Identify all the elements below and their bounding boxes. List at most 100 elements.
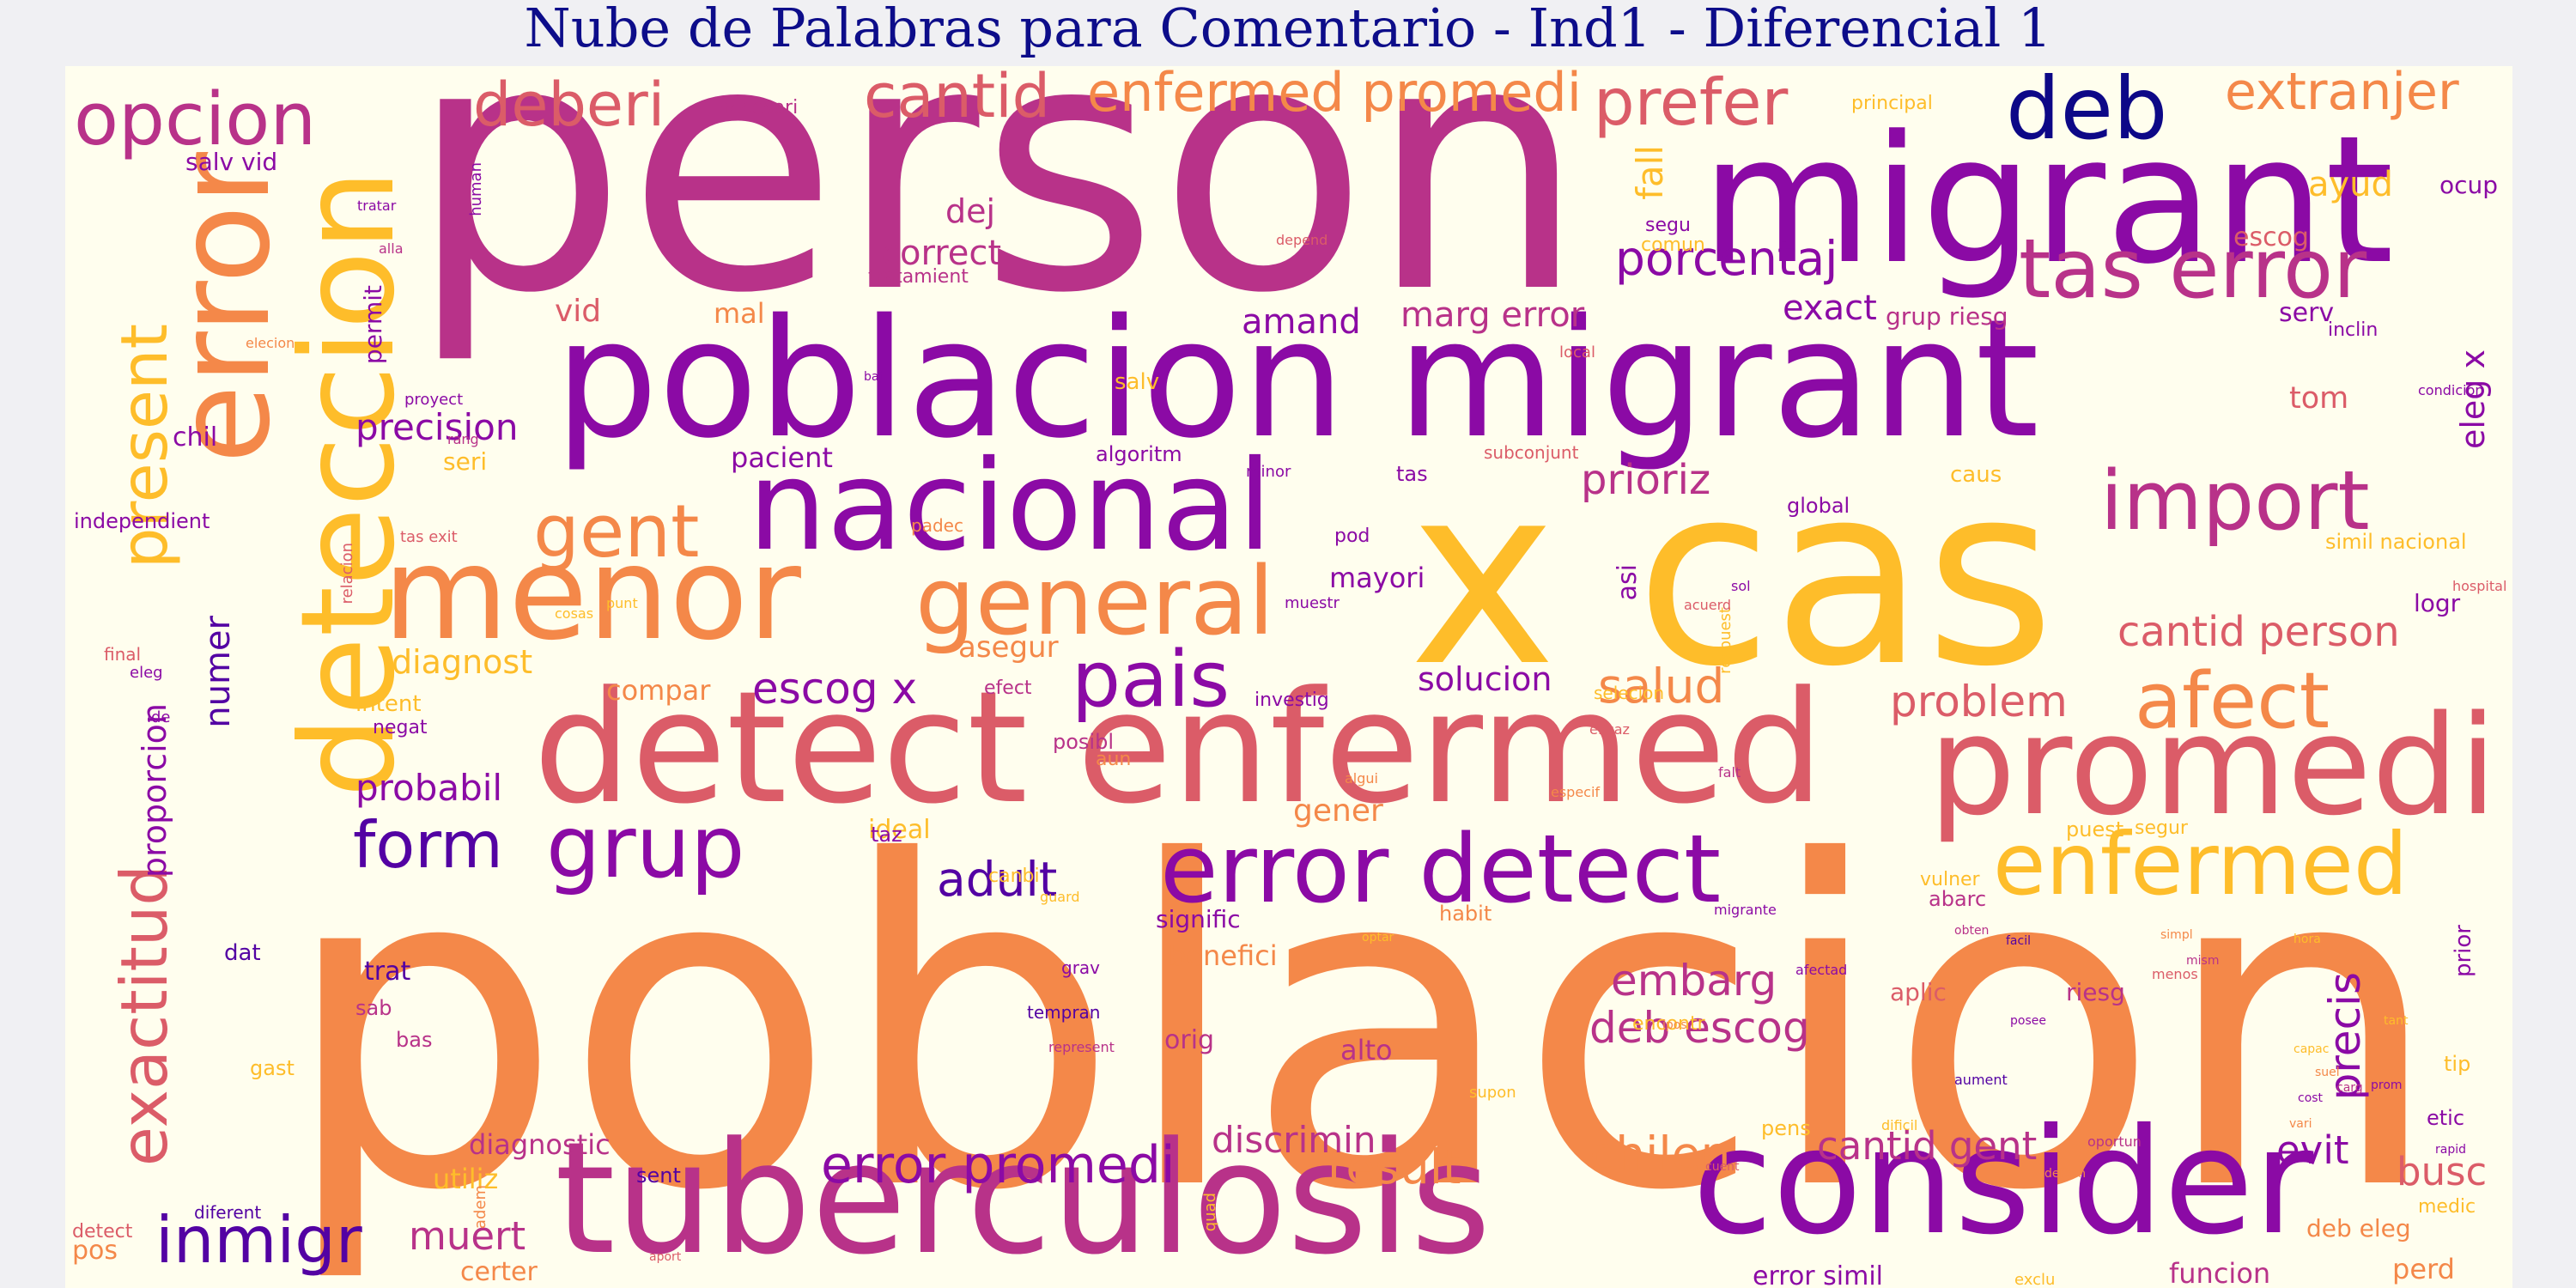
word-cloud-word: inclin — [2328, 319, 2379, 341]
word-cloud-word: menos — [2152, 966, 2198, 982]
word-cloud-word: deb escog — [1589, 1003, 1810, 1053]
word-cloud-word: principal — [1851, 93, 1933, 114]
word-cloud-word: global — [1787, 494, 1850, 518]
word-cloud-word: negat — [373, 717, 428, 738]
word-cloud-word: selecion — [1594, 683, 1665, 703]
word-cloud-word: ideal — [868, 815, 931, 845]
word-cloud-word: facil — [2006, 934, 2031, 948]
word-cloud-word: taz — [871, 823, 902, 847]
word-cloud-word: represent — [1048, 1039, 1115, 1055]
word-cloud-word: mism — [2186, 954, 2220, 968]
word-cloud-word: pais — [1072, 635, 1230, 725]
word-cloud-word: comun — [1641, 234, 1705, 256]
word-cloud-word: prioriz — [1581, 456, 1711, 504]
word-cloud-word: salud — [1598, 659, 1725, 714]
word-cloud-word: intent — [355, 691, 422, 717]
word-cloud-word: optar — [1362, 931, 1394, 945]
word-cloud-word: gast — [250, 1056, 295, 1080]
word-cloud-word: adem — [471, 1185, 489, 1230]
word-cloud-word: investig — [1255, 690, 1329, 711]
word-cloud-word: marg error — [1400, 295, 1585, 335]
word-cloud-word: aport — [649, 1250, 682, 1264]
word-cloud-word: solucion — [1418, 660, 1552, 698]
word-cloud-word: utiliz — [433, 1163, 499, 1195]
word-cloud-word: x cas — [1409, 432, 2056, 721]
word-cloud-word: segu — [1645, 215, 1691, 236]
word-cloud: poblacion person migrant poblacion migrant x… — [65, 66, 2512, 1288]
word-cloud-word: cuent — [1705, 1160, 1740, 1174]
word-cloud-word: logr — [2414, 589, 2461, 617]
word-cloud-word: elecion — [246, 335, 295, 351]
word-cloud-word: prom — [2371, 1078, 2403, 1092]
word-cloud-word: exact — [1783, 289, 1877, 328]
word-cloud-word: acuerd — [1684, 597, 1732, 613]
word-cloud-word: afectad — [1795, 962, 1848, 978]
word-cloud-word: vulner — [1920, 869, 1980, 890]
word-cloud-word: guard — [1040, 889, 1080, 905]
word-cloud-word: deb eleg — [2306, 1214, 2411, 1242]
word-cloud-word: grup — [546, 797, 745, 897]
word-cloud-word: abarc — [1929, 887, 1987, 911]
word-cloud-word: dat — [224, 940, 261, 966]
word-cloud-word: inmigr — [155, 1202, 362, 1278]
word-cloud-word: precision — [355, 406, 519, 448]
word-cloud-word: tip — [2444, 1052, 2471, 1076]
word-cloud-word: simpl — [2160, 928, 2193, 942]
word-cloud-word: menor — [383, 519, 801, 669]
word-cloud-word: encontr — [1632, 1013, 1705, 1035]
word-cloud-word: aun — [1096, 749, 1132, 770]
word-cloud-word: segur — [2135, 817, 2188, 839]
word-cloud-word: eficaz — [1589, 721, 1630, 738]
word-cloud-word: exclu — [2014, 1271, 2056, 1288]
word-cloud-word: chil — [173, 422, 218, 453]
word-cloud-word: aument — [1954, 1072, 2008, 1088]
word-cloud-word: bas — [396, 1028, 433, 1052]
word-cloud-word: proyect — [404, 391, 464, 409]
word-cloud-word: tuberculosis — [555, 1109, 1492, 1288]
word-cloud-word: asegur — [958, 630, 1059, 665]
word-cloud-word: ayud — [2308, 165, 2393, 204]
word-cloud-word: evit — [2276, 1127, 2349, 1173]
word-cloud-word: mayori — [1329, 562, 1425, 594]
word-cloud-word: condicion — [2418, 382, 2484, 398]
word-cloud-word: muestr — [1285, 594, 1340, 612]
word-cloud-word: muert — [409, 1213, 526, 1259]
word-cloud-word: embarg — [1611, 956, 1777, 1005]
word-cloud-word: trat — [364, 957, 411, 987]
word-cloud-word: poblacion migrant — [555, 284, 2039, 474]
word-cloud-word: posibl — [1053, 730, 1114, 754]
word-cloud-word: habit — [1439, 902, 1492, 926]
word-cloud-word: adult — [937, 852, 1058, 907]
word-cloud-word: error detect — [1160, 814, 1722, 924]
word-cloud-word: certer — [460, 1257, 538, 1287]
word-cloud-word: cantid — [864, 66, 1051, 131]
word-cloud-word: poblacion — [280, 768, 2444, 1288]
word-cloud-word: dificil — [1881, 1117, 1918, 1133]
word-cloud-word: vari — [2289, 1117, 2312, 1131]
word-cloud-word: sent — [636, 1163, 681, 1188]
word-cloud-word: respuest — [1716, 607, 1735, 674]
word-cloud-word: person — [409, 66, 1587, 368]
word-cloud-word: deb — [2006, 66, 2168, 159]
word-cloud-word: pos — [72, 1236, 118, 1266]
word-cloud-word: baj — [864, 370, 883, 384]
word-cloud-word: seri — [443, 447, 488, 476]
word-cloud-word: caus — [1950, 462, 2002, 488]
word-cloud-word: capac — [2293, 1042, 2330, 1056]
word-cloud-word: gener — [1293, 793, 1383, 829]
word-cloud-word: especif — [1551, 784, 1601, 800]
word-cloud-word: permit — [359, 285, 387, 365]
word-cloud-word: tratamient — [868, 266, 969, 288]
word-cloud-word: benefici — [1169, 939, 1278, 972]
word-cloud-word: migrante — [1714, 902, 1777, 918]
word-cloud-word: relacion — [338, 543, 356, 605]
chart-title: Nube de Palabras para Comentario - Ind1 … — [524, 0, 2052, 59]
word-cloud-word: ipos — [1662, 1018, 1687, 1032]
word-cloud-word: discrimin — [1212, 1119, 1376, 1161]
word-cloud-word: signific — [1156, 905, 1241, 933]
word-cloud-word: funcion — [2169, 1257, 2271, 1288]
word-cloud-word: depend — [1276, 232, 1328, 248]
word-cloud-word: amand — [1242, 302, 1361, 342]
word-cloud-word: vid — [555, 294, 602, 329]
word-cloud-word: porcentaj — [1615, 231, 1838, 286]
